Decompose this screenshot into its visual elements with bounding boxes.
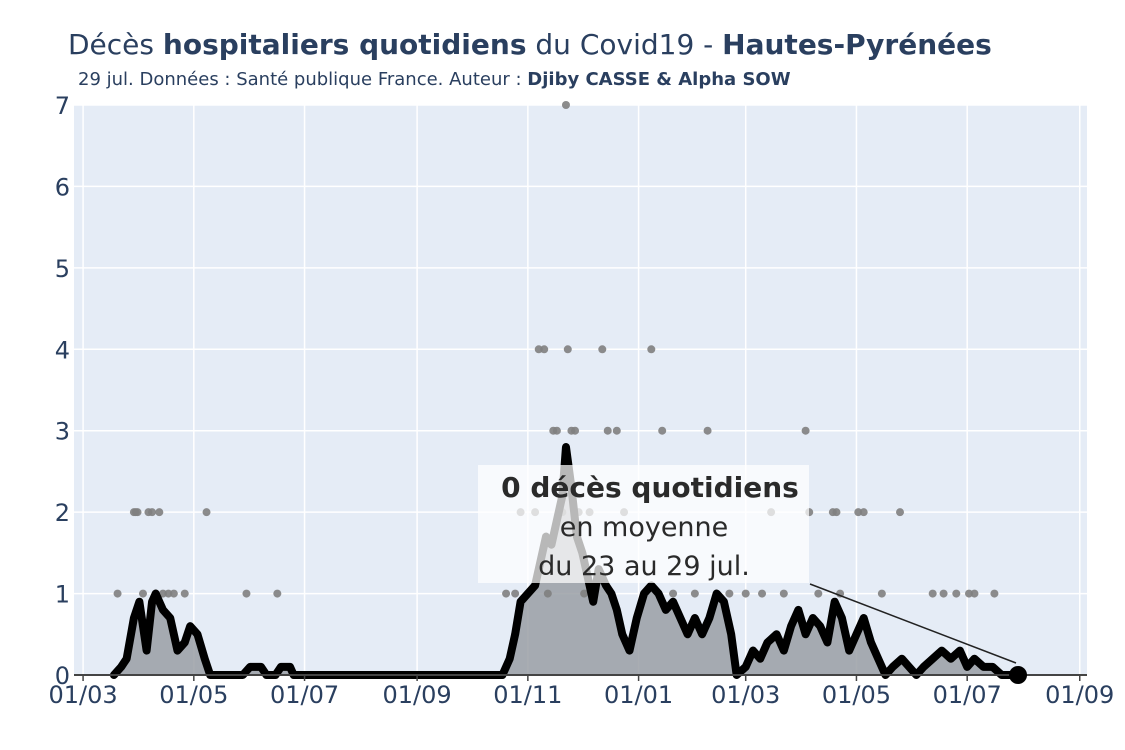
y-tick-label: 0 [55,662,70,690]
daily-point [202,508,211,517]
daily-point [703,426,712,435]
subtitle-authors: Djiby CASSE & Alpha SOW [527,69,791,90]
annotation-line-2: du 23 au 29 jul. [538,551,750,582]
y-tick-label: 5 [55,255,70,283]
x-tick-label: 01/03 [48,681,117,709]
daily-point [952,589,961,598]
y-tick-label: 4 [55,336,70,364]
daily-point [138,589,147,598]
annotation-point [1009,666,1028,684]
daily-point [169,589,178,598]
x-tick-label: 01/05 [159,681,228,709]
daily-point [658,426,667,435]
annotation-box [478,465,809,583]
daily-point [801,426,810,435]
y-tick-label: 6 [55,173,70,201]
x-tick-label: 01/05 [822,681,891,709]
daily-points [113,101,999,598]
annotation-line-1: en moyenne [560,512,729,543]
daily-point [502,589,511,598]
daily-point [580,589,589,598]
chart-subtitle: 29 jul. Données : Santé publique France.… [78,69,791,90]
daily-point [273,589,282,598]
x-tick-label: 01/07 [933,681,1002,709]
title-middle: du Covid19 - [526,28,723,61]
daily-point [113,589,122,598]
daily-point [758,589,767,598]
daily-point [133,508,142,517]
annotation-title: 0 décès quotidiens [501,471,799,504]
chart-title: Décès hospitaliers quotidiens du Covid19… [68,28,992,61]
x-tick-label: 01/07 [270,681,339,709]
daily-point [612,426,621,435]
daily-point [540,345,549,354]
daily-point [990,589,999,598]
annotation: 0 décès quotidiens en moyenne du 23 au 2… [478,465,1028,684]
y-tick-label: 3 [55,418,70,446]
daily-point [647,345,656,354]
title-bold: hospitaliers quotidiens [162,28,527,61]
y-tick-label: 2 [55,499,70,527]
axes: 0 1 2 3 4 5 6 7 01/03 01/05 01/07 01/09 01/11 01/01 01… [48,92,1114,709]
y-tick-label: 1 [55,581,70,609]
daily-point [814,589,823,598]
daily-point [725,589,734,598]
daily-point [779,589,788,598]
daily-point [741,589,750,598]
daily-point [563,345,572,354]
daily-point [939,589,948,598]
subtitle-text: 29 jul. Données : Santé publique France.… [78,69,528,90]
daily-point [543,589,552,598]
title-region: Hautes-Pyrénées [722,28,992,61]
x-tick-label: 01/01 [604,681,673,709]
daily-point [690,589,699,598]
daily-point [180,589,189,598]
daily-point [859,508,868,517]
x-tick-label: 01/09 [383,681,452,709]
daily-point [669,589,678,598]
daily-point [603,426,612,435]
x-tick-label: 01/09 [1045,681,1114,709]
title-prefix: Décès [68,28,163,61]
daily-point [511,589,520,598]
daily-point [832,508,841,517]
daily-point [571,426,580,435]
daily-point [148,508,157,517]
daily-point [877,589,886,598]
daily-point [155,508,164,517]
daily-point [598,345,607,354]
daily-point [561,101,570,109]
annotation-arrow [809,583,1017,664]
daily-point [896,508,905,517]
x-tick-label: 01/03 [711,681,780,709]
daily-point [970,589,979,598]
daily-point [928,589,937,598]
y-tick-label: 7 [55,92,70,120]
x-tick-label: 01/11 [493,681,562,709]
daily-point [552,426,561,435]
daily-point [242,589,251,598]
